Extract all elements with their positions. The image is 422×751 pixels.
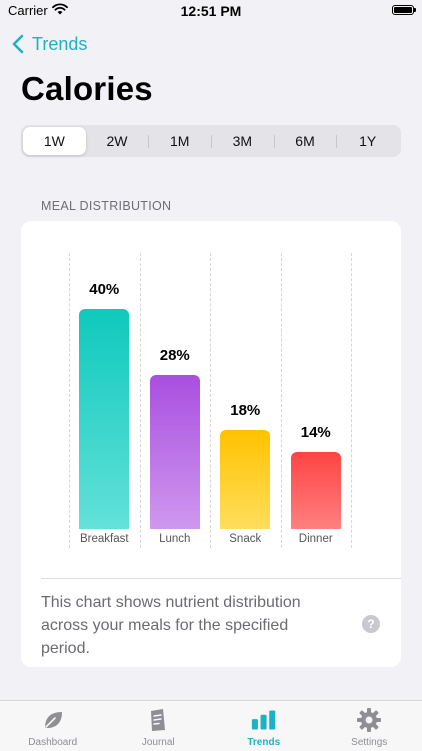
- bar-snack: [220, 430, 270, 529]
- chevron-left-icon: [12, 34, 24, 54]
- meal-distribution-card: 40% Breakfast 28% Lunch 18% Snack 14% Dinner Th…: [21, 221, 401, 667]
- back-label: Trends: [32, 34, 87, 55]
- leaf-icon: [40, 707, 66, 733]
- clock: 12:51 PM: [0, 3, 422, 19]
- divider: [41, 578, 401, 579]
- tab-label: Settings: [351, 737, 387, 748]
- category-label: Dinner: [281, 533, 351, 545]
- bar-value-label: 18%: [210, 402, 280, 419]
- bar-value-label: 28%: [140, 347, 210, 364]
- bars: [21, 221, 401, 529]
- bar-breakfast: [79, 309, 129, 529]
- category-label: Breakfast: [69, 533, 139, 545]
- category-label: Lunch: [140, 533, 210, 545]
- range-option-6m[interactable]: 6M: [274, 127, 337, 155]
- tab-label: Trends: [247, 737, 280, 748]
- range-option-1w[interactable]: 1W: [23, 127, 86, 155]
- back-button[interactable]: Trends: [12, 32, 87, 56]
- meal-distribution-chart: 40% Breakfast 28% Lunch 18% Snack 14% Dinner: [21, 221, 401, 561]
- tab-trends[interactable]: Trends: [211, 701, 317, 751]
- category-label: Snack: [210, 533, 280, 545]
- tab-label: Journal: [142, 737, 175, 748]
- bar-value-label: 14%: [281, 424, 351, 441]
- range-option-2w[interactable]: 2W: [86, 127, 149, 155]
- chart-caption: This chart shows nutrient distribution a…: [41, 591, 341, 660]
- battery-icon: [392, 5, 414, 15]
- bar-value-label: 40%: [69, 281, 139, 298]
- range-option-3m[interactable]: 3M: [211, 127, 274, 155]
- section-label: MEAL DISTRIBUTION: [41, 199, 171, 213]
- status-bar: Carrier 12:51 PM: [0, 0, 422, 24]
- tab-label: Dashboard: [28, 737, 77, 748]
- bar-dinner: [291, 452, 341, 529]
- range-segmented-control: 1W 2W 1M 3M 6M 1Y: [21, 125, 401, 157]
- gear-icon: [356, 707, 382, 733]
- tab-dashboard[interactable]: Dashboard: [0, 701, 106, 751]
- tab-bar: Dashboard Journal Trends Setti: [0, 700, 422, 751]
- range-option-1y[interactable]: 1Y: [336, 127, 399, 155]
- tab-journal[interactable]: Journal: [106, 701, 212, 751]
- bar-lunch: [150, 375, 200, 529]
- journal-icon: [145, 707, 171, 733]
- page-title: Calories: [21, 70, 153, 108]
- range-option-1m[interactable]: 1M: [148, 127, 211, 155]
- tab-settings[interactable]: Settings: [317, 701, 422, 751]
- help-icon[interactable]: ?: [362, 615, 380, 633]
- bar-chart-icon: [251, 707, 277, 733]
